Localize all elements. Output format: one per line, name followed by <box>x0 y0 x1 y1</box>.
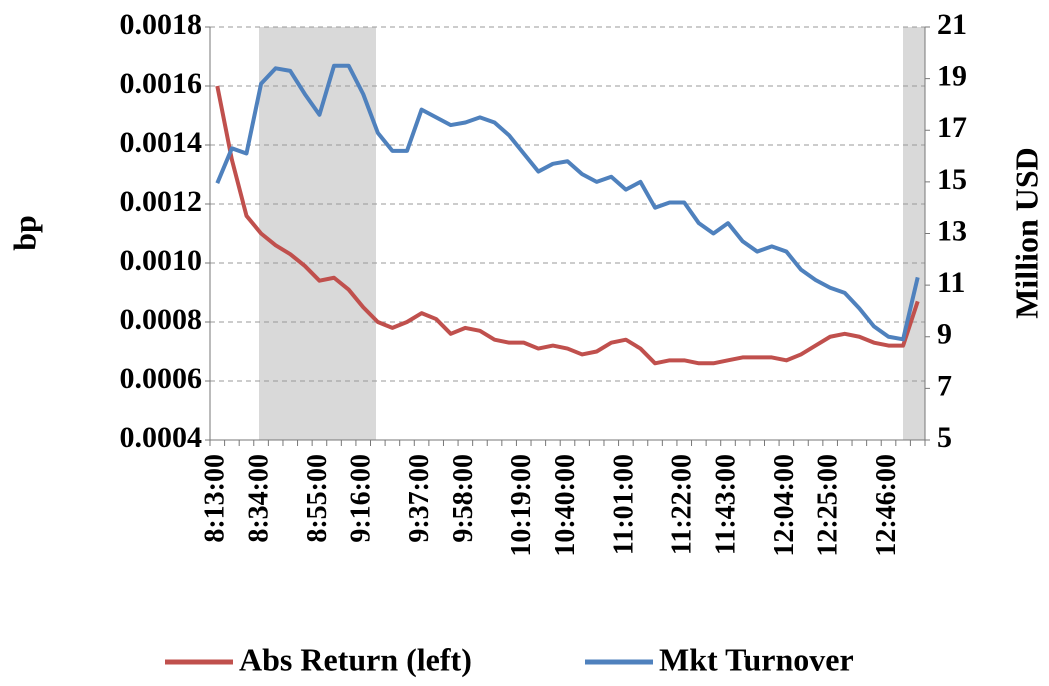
y-tick-label: 0.0008 <box>120 303 203 336</box>
y2-axis-title: Million USD <box>1008 147 1044 319</box>
y2-tick-label: 7 <box>937 369 952 402</box>
y2-tick-label: 17 <box>937 111 967 144</box>
x-tick-label: 11:43:00 <box>710 454 741 555</box>
y-tick-label: 0.0012 <box>120 185 203 218</box>
x-tick-label: 8:55:00 <box>302 454 333 543</box>
y2-tick-label: 9 <box>937 318 952 351</box>
x-tick-label: 10:19:00 <box>506 454 537 557</box>
y-tick-label: 0.0016 <box>120 67 203 100</box>
y-tick-label: 0.0004 <box>120 421 203 454</box>
y-tick-label: 0.0014 <box>120 126 203 159</box>
shaded-span <box>259 27 376 440</box>
y-axis-title: bp <box>6 215 42 251</box>
x-tick-label: 12:04:00 <box>769 454 800 557</box>
series-line <box>215 63 920 342</box>
x-tick-label: 8:13:00 <box>200 454 231 543</box>
y2-tick-label: 11 <box>937 266 965 299</box>
x-tick-label: 12:25:00 <box>813 454 844 557</box>
x-tick-label: 10:40:00 <box>550 454 581 557</box>
y2-tick-label: 5 <box>937 421 952 454</box>
y2-tick-label: 19 <box>937 60 967 93</box>
shaded-span <box>903 27 925 440</box>
series-line <box>215 85 920 366</box>
x-tick-label: 9:58:00 <box>448 454 479 543</box>
legend-label: Mkt Turnover <box>659 641 854 677</box>
y-tick-label: 0.0018 <box>120 8 203 41</box>
x-tick-label: 11:01:00 <box>608 454 639 555</box>
x-tick-label: 9:37:00 <box>404 454 435 543</box>
x-tick-label: 9:16:00 <box>346 454 377 543</box>
y-tick-label: 0.0006 <box>120 362 203 395</box>
x-tick-label: 8:34:00 <box>243 454 274 543</box>
y2-tick-label: 15 <box>937 163 967 196</box>
y2-tick-label: 13 <box>937 214 967 247</box>
legend-label: Abs Return (left) <box>239 641 472 677</box>
y2-tick-label: 21 <box>937 8 967 41</box>
x-tick-label: 11:22:00 <box>667 454 698 555</box>
y-tick-label: 0.0010 <box>120 244 203 277</box>
x-tick-label: 12:46:00 <box>871 454 902 557</box>
